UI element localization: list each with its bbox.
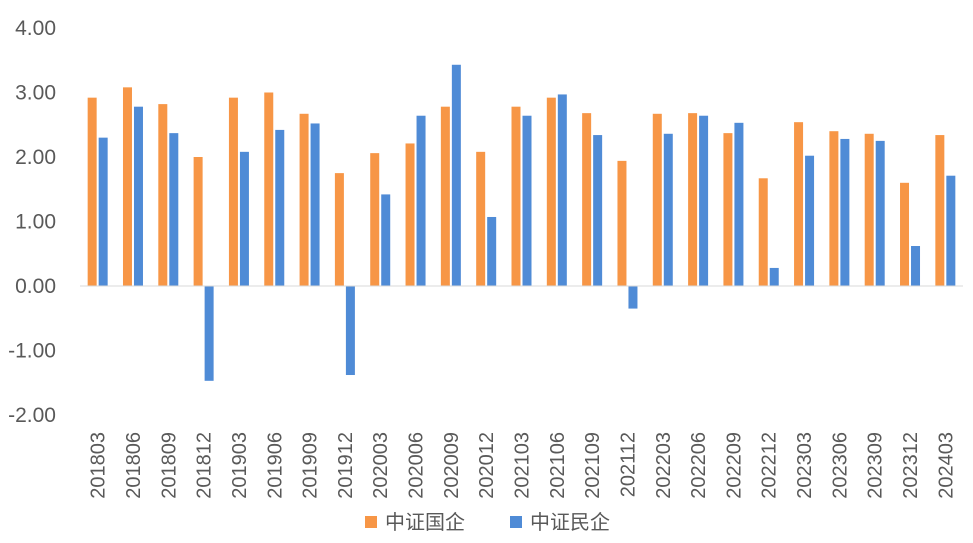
bar-minqi-201903 bbox=[239, 151, 249, 286]
x-tick-label: 202306 bbox=[829, 432, 851, 499]
bar-guoqi-202306 bbox=[829, 131, 839, 286]
bar-guoqi-201906 bbox=[264, 92, 274, 286]
bar-minqi-202006 bbox=[416, 115, 426, 286]
x-tick-label: 202103 bbox=[512, 432, 534, 499]
bar-guoqi-202212 bbox=[758, 178, 768, 286]
bars-group bbox=[87, 64, 956, 381]
bar-guoqi-202206 bbox=[688, 113, 698, 286]
bar-minqi-202309 bbox=[875, 140, 885, 286]
bar-minqi-202206 bbox=[699, 115, 709, 286]
x-tick-label: 202003 bbox=[370, 432, 392, 499]
legend-label-minqi: 中证民企 bbox=[530, 510, 610, 534]
bar-guoqi-201909 bbox=[299, 113, 309, 286]
x-tick-label: 202303 bbox=[794, 432, 816, 499]
legend-swatch-minqi bbox=[510, 516, 522, 528]
legend-swatch-guoqi bbox=[365, 516, 377, 528]
x-tick-label: 201909 bbox=[300, 432, 322, 499]
bar-guoqi-202203 bbox=[652, 113, 662, 286]
bar-minqi-201912 bbox=[345, 286, 355, 376]
y-tick-label: -2.00 bbox=[8, 404, 56, 427]
x-tick-label: 202012 bbox=[476, 432, 498, 499]
x-tick-label: 202212 bbox=[759, 432, 781, 499]
y-tick-label: 0.00 bbox=[15, 275, 56, 298]
bar-minqi-202403 bbox=[946, 175, 956, 286]
bar-guoqi-201806 bbox=[122, 87, 132, 286]
bar-minqi-202203 bbox=[663, 133, 673, 286]
bar-minqi-202112 bbox=[628, 286, 638, 309]
y-tick-label: -1.00 bbox=[8, 340, 56, 363]
bar-guoqi-202009 bbox=[440, 106, 450, 286]
x-tick-label: 201809 bbox=[158, 432, 180, 499]
bar-minqi-201812 bbox=[204, 286, 214, 381]
x-tick-label: 202403 bbox=[935, 432, 957, 499]
bar-guoqi-202403 bbox=[935, 135, 945, 286]
bar-guoqi-202012 bbox=[476, 151, 486, 286]
bar-guoqi-202309 bbox=[864, 133, 874, 286]
bar-minqi-202012 bbox=[487, 216, 497, 286]
bar-guoqi-202303 bbox=[794, 122, 804, 286]
x-tick-label: 202206 bbox=[688, 432, 710, 499]
x-tick-label: 201903 bbox=[229, 432, 251, 499]
bar-guoqi-202003 bbox=[370, 153, 380, 286]
y-axis: 4.00 3.00 2.00 1.00 0.00 -1.00 -2.00 bbox=[8, 17, 56, 427]
bar-guoqi-202103 bbox=[511, 106, 521, 286]
bar-minqi-202312 bbox=[911, 246, 921, 286]
bar-minqi-202009 bbox=[451, 64, 461, 286]
x-tick-label: 201906 bbox=[264, 432, 286, 499]
x-tick-label: 202309 bbox=[865, 432, 887, 499]
x-tick-label: 202209 bbox=[723, 432, 745, 499]
bar-guoqi-201812 bbox=[193, 157, 203, 286]
x-tick-label: 201912 bbox=[335, 432, 357, 499]
x-tick-label: 202006 bbox=[406, 432, 428, 499]
bar-guoqi-201809 bbox=[158, 104, 168, 286]
x-tick-label: 202112 bbox=[617, 432, 639, 497]
bar-minqi-202209 bbox=[734, 122, 744, 286]
bar-minqi-201909 bbox=[310, 123, 320, 287]
bar-minqi-202109 bbox=[593, 135, 603, 286]
bar-minqi-202306 bbox=[840, 138, 850, 286]
x-tick-label: 201806 bbox=[123, 432, 145, 499]
bar-guoqi-201803 bbox=[87, 97, 97, 286]
bar-minqi-201906 bbox=[275, 129, 285, 286]
y-tick-label: 4.00 bbox=[15, 17, 56, 40]
bar-minqi-202212 bbox=[769, 267, 779, 286]
bar-guoqi-202106 bbox=[546, 97, 556, 286]
y-tick-label: 3.00 bbox=[15, 82, 56, 105]
x-tick-label: 202312 bbox=[900, 432, 922, 499]
x-tick-label: 202009 bbox=[441, 432, 463, 499]
legend: 中证国企 中证民企 bbox=[365, 510, 610, 534]
bar-guoqi-201912 bbox=[334, 173, 344, 286]
bar-minqi-201809 bbox=[169, 133, 179, 286]
x-axis: 201803 201806 201809 201812 201903 201906 2019… bbox=[88, 432, 958, 499]
bar-minqi-202303 bbox=[805, 155, 815, 286]
bar-minqi-202003 bbox=[381, 194, 391, 286]
bar-guoqi-202006 bbox=[405, 143, 415, 286]
bar-minqi-202103 bbox=[522, 115, 532, 286]
y-tick-label: 2.00 bbox=[15, 146, 56, 169]
bar-guoqi-202209 bbox=[723, 133, 733, 286]
x-tick-label: 202109 bbox=[582, 432, 604, 499]
x-tick-label: 201812 bbox=[194, 432, 216, 499]
bar-minqi-202106 bbox=[557, 94, 567, 286]
x-tick-label: 202203 bbox=[653, 432, 675, 499]
bar-guoqi-202109 bbox=[582, 113, 592, 286]
bar-guoqi-201903 bbox=[228, 97, 238, 286]
bar-minqi-201806 bbox=[133, 106, 143, 286]
x-tick-label: 201803 bbox=[88, 432, 110, 499]
bar-minqi-201803 bbox=[98, 137, 108, 286]
legend-label-guoqi: 中证国企 bbox=[385, 510, 465, 534]
x-tick-label: 202106 bbox=[547, 432, 569, 499]
bar-guoqi-202312 bbox=[900, 182, 910, 286]
bar-guoqi-202112 bbox=[617, 160, 627, 286]
y-tick-label: 1.00 bbox=[15, 211, 56, 234]
